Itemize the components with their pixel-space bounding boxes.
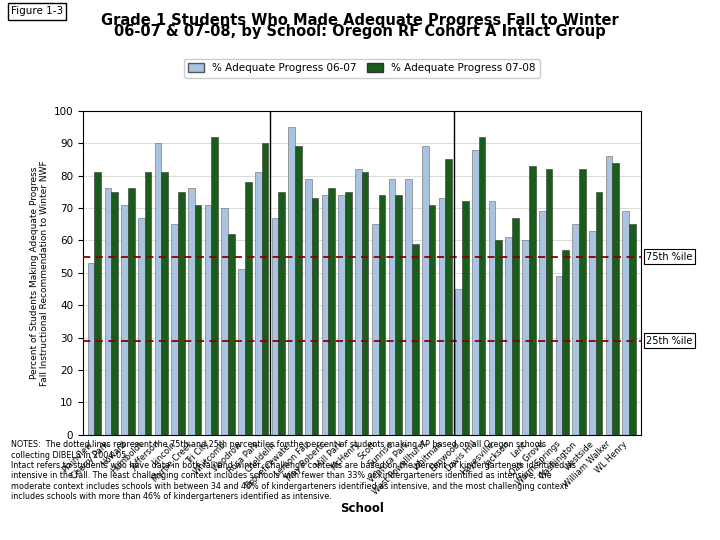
Bar xyxy=(572,224,579,435)
Bar xyxy=(271,218,278,435)
Text: NOTES:  The dotted lines represent the 75th and 25th percentiles for the percent: NOTES: The dotted lines represent the 75… xyxy=(11,440,576,501)
Text: 75th %ile: 75th %ile xyxy=(647,252,693,261)
Bar xyxy=(238,269,245,435)
Bar xyxy=(428,205,436,435)
Bar xyxy=(111,192,118,435)
Bar xyxy=(372,224,379,435)
Bar xyxy=(613,163,619,435)
Bar xyxy=(489,201,495,435)
Bar xyxy=(355,169,361,435)
Bar xyxy=(288,127,295,435)
Bar xyxy=(228,234,235,435)
Bar xyxy=(622,211,629,435)
Bar xyxy=(145,172,151,435)
Bar xyxy=(629,224,636,435)
Bar xyxy=(188,188,194,435)
Bar xyxy=(462,201,469,435)
Bar xyxy=(322,195,328,435)
Bar xyxy=(562,250,569,435)
Bar xyxy=(222,208,228,435)
Bar xyxy=(94,172,102,435)
X-axis label: School: School xyxy=(340,502,384,515)
Bar xyxy=(446,159,452,435)
Bar xyxy=(261,143,269,435)
Bar xyxy=(161,172,168,435)
Bar xyxy=(255,172,261,435)
Bar xyxy=(546,169,552,435)
Bar xyxy=(495,240,502,435)
Bar xyxy=(479,137,485,435)
Bar xyxy=(389,179,395,435)
Bar xyxy=(204,205,212,435)
Bar xyxy=(412,244,418,435)
Bar xyxy=(405,179,412,435)
Bar xyxy=(138,218,145,435)
Bar xyxy=(295,146,302,435)
Text: Grade 1 Students Who Made Adequate Progress Fall to Winter: Grade 1 Students Who Made Adequate Progr… xyxy=(101,14,619,29)
Bar xyxy=(305,179,312,435)
Bar xyxy=(128,188,135,435)
Bar xyxy=(155,143,161,435)
Bar xyxy=(171,224,178,435)
Bar xyxy=(455,289,462,435)
Bar xyxy=(472,150,479,435)
Text: Figure 1-3: Figure 1-3 xyxy=(11,6,63,17)
Bar xyxy=(589,231,595,435)
Bar xyxy=(312,198,318,435)
Bar xyxy=(212,137,218,435)
Bar xyxy=(606,156,613,435)
Legend: % Adequate Progress 06-07, % Adequate Progress 07-08: % Adequate Progress 06-07, % Adequate Pr… xyxy=(184,59,539,78)
Bar xyxy=(178,192,185,435)
Bar xyxy=(278,192,285,435)
Bar xyxy=(345,192,352,435)
Text: 25th %ile: 25th %ile xyxy=(647,336,693,346)
Bar xyxy=(529,166,536,435)
Bar xyxy=(438,198,446,435)
Bar xyxy=(379,195,385,435)
Bar xyxy=(338,195,345,435)
Bar xyxy=(395,195,402,435)
Bar xyxy=(422,146,428,435)
Bar xyxy=(522,240,529,435)
Bar xyxy=(245,182,251,435)
Bar xyxy=(104,188,111,435)
Bar xyxy=(121,205,128,435)
Bar xyxy=(579,169,585,435)
Y-axis label: Percent of Students Making Adequate Progress
Fall Instructional Recommendation t: Percent of Students Making Adequate Prog… xyxy=(30,160,49,386)
Bar xyxy=(556,276,562,435)
Bar xyxy=(194,205,202,435)
Bar xyxy=(505,237,512,435)
Text: 06-07 & 07-08, by School: Oregon RF Cohort A Intact Group: 06-07 & 07-08, by School: Oregon RF Coho… xyxy=(114,24,606,39)
Bar xyxy=(328,188,335,435)
Bar xyxy=(512,218,519,435)
Bar xyxy=(88,263,94,435)
Bar xyxy=(595,192,603,435)
Bar xyxy=(361,172,369,435)
Bar xyxy=(539,211,546,435)
